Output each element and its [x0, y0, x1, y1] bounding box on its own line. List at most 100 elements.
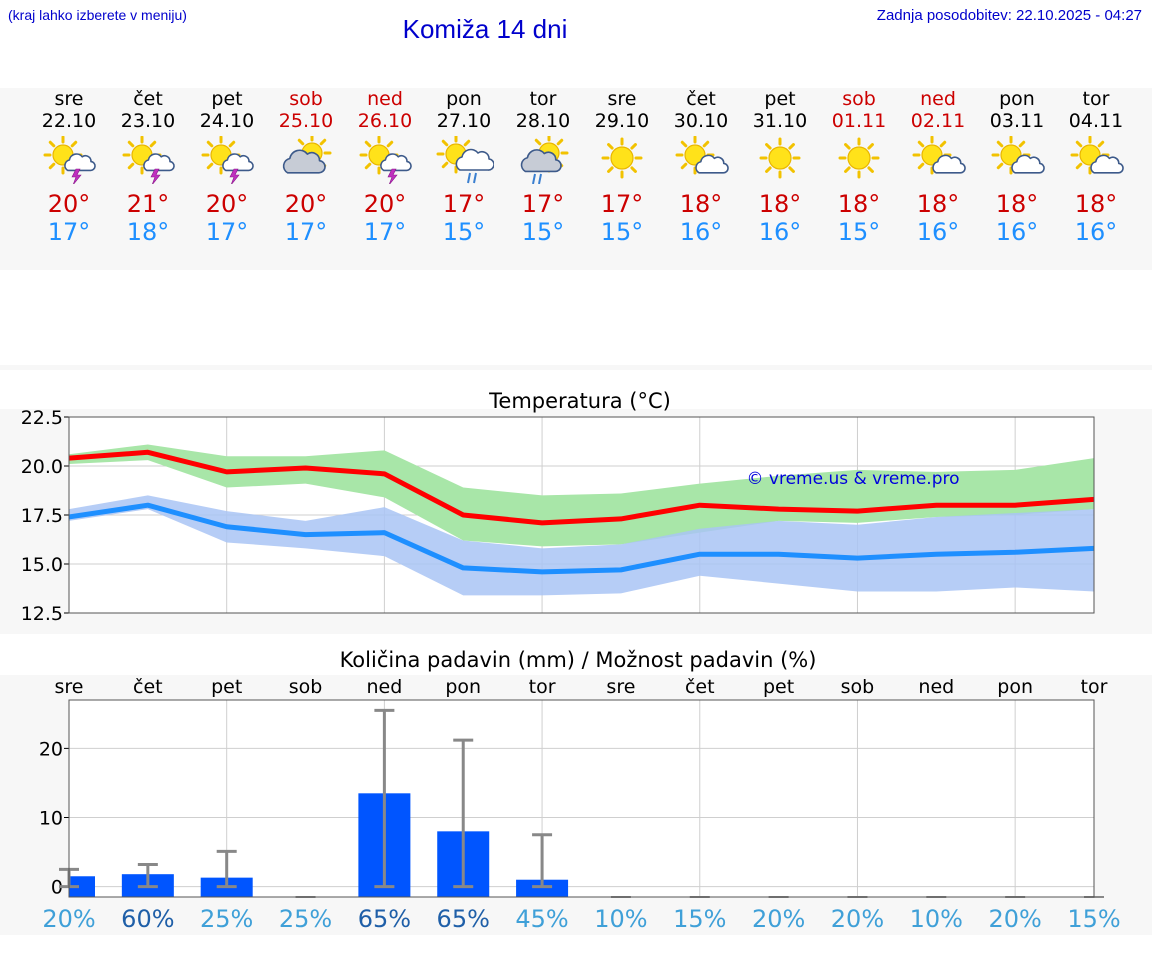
max-temperature: 18° [995, 190, 1039, 218]
plot-frame [68, 416, 1095, 614]
chart-title: Temperatura (°C) [488, 389, 671, 413]
day-name: čet [133, 88, 163, 110]
min-temperature: 15° [442, 218, 486, 246]
probability-label: 60% [121, 905, 174, 933]
day-column: čet 30.10 18° 16° [661, 88, 741, 246]
day-name: pet [211, 88, 243, 110]
sun-ray [788, 143, 795, 150]
sun-ray [1075, 140, 1083, 148]
day-date: 31.10 [752, 110, 808, 132]
icon-graphic [436, 136, 494, 184]
x-tick-label: ned [918, 676, 954, 698]
icon-graphic [520, 136, 569, 184]
y-tick-label: 12.5 [21, 603, 63, 625]
plot-area [69, 700, 1094, 897]
sun-ray [867, 143, 874, 150]
x-tick-label: sre [55, 676, 84, 698]
divider [0, 365, 1152, 370]
cloud-shape [695, 154, 729, 174]
icon-graphic [122, 136, 175, 184]
last-updated: Zadnja posodobitev: 22.10.2025 - 04:27 [876, 7, 1142, 24]
icon-graphic [912, 136, 966, 175]
sun-ray [297, 138, 305, 146]
sun-ray [319, 138, 327, 146]
sun-ray [556, 138, 564, 146]
probability-label: 15% [673, 905, 726, 933]
sun-ray [917, 162, 925, 170]
probability-label: 20% [988, 905, 1041, 933]
sun-ray [463, 139, 471, 147]
sun-disc [1079, 144, 1101, 166]
sun-cloud-storm-icon [201, 136, 254, 184]
day-date: 29.10 [594, 110, 650, 132]
sun-ray [149, 140, 157, 148]
lightning-bolt [150, 168, 161, 184]
max-temperature: 17° [600, 190, 644, 218]
sun-icon [838, 137, 880, 179]
min-temperature: 15° [600, 218, 644, 246]
min-temperature: 17° [47, 218, 91, 246]
max-temperature: 21° [126, 190, 170, 218]
sun-ray [127, 162, 135, 170]
sun-ray [702, 140, 710, 148]
day-name: sre [607, 88, 637, 110]
y-tick-label: 0 [51, 877, 63, 899]
y-tick-label: 20.0 [21, 456, 63, 478]
day-date: 03.11 [989, 110, 1045, 132]
icon-graphic [359, 136, 412, 184]
day-date: 28.10 [515, 110, 571, 132]
day-name: čet [686, 88, 716, 110]
cloud-shape [455, 148, 494, 171]
min-temperature: 17° [205, 218, 249, 246]
cloud-shape [1090, 154, 1124, 174]
x-tick-label: tor [529, 676, 556, 698]
cloud-shape [1011, 154, 1045, 174]
location-hint: (kraj lahko izberete v meniju) [8, 7, 187, 23]
sun-ray [1018, 140, 1026, 148]
day-name: pon [999, 88, 1035, 110]
icon-graphic [759, 137, 801, 179]
sun-ray [206, 162, 214, 170]
max-temperature: 17° [442, 190, 486, 218]
probability-label: 20% [752, 905, 805, 933]
sun-disc [684, 144, 706, 166]
min-temperature: 16° [916, 218, 960, 246]
max-temperature: 20° [47, 190, 91, 218]
sun-small-cloud-icon [912, 136, 966, 175]
sun-ray [364, 140, 372, 148]
precipitation-bar [69, 876, 95, 897]
sun-icon [759, 137, 801, 179]
cloud-shape [282, 149, 326, 174]
min-temperature: 15° [521, 218, 565, 246]
temperature-chart: Temperatura (°C) 12.5 15.0 17.5 20.0 22.5 © vr… [0, 389, 1152, 634]
day-name: ned [920, 88, 956, 110]
min-temperature: 17° [363, 218, 407, 246]
cloud-shape [222, 153, 254, 172]
sun-ray [996, 162, 1004, 170]
icon-graphic [1070, 136, 1124, 175]
cloud-shape [380, 153, 412, 172]
probability-label: 65% [358, 905, 411, 933]
probability-label: 65% [437, 905, 490, 933]
day-column: pon 03.11 18° 16° [977, 88, 1057, 246]
cloud-shape [64, 153, 96, 172]
min-temperature: 16° [679, 218, 723, 246]
sun-ray [630, 166, 637, 173]
day-name: sob [842, 88, 876, 110]
watermark: © vreme.us & vreme.pro [746, 469, 959, 489]
lightning-bolt [387, 168, 398, 184]
icon-graphic [201, 136, 254, 184]
sun-ray [70, 140, 78, 148]
probability-label: 20% [831, 905, 884, 933]
min-temperature: 16° [758, 218, 802, 246]
rain-drop [538, 173, 542, 184]
max-temperature: 18° [837, 190, 881, 218]
sun-disc [921, 144, 943, 166]
sun-ray [680, 140, 688, 148]
sun-ray [844, 166, 851, 173]
sun-ray [844, 143, 851, 150]
probability-label: 15% [1067, 905, 1120, 933]
probability-label: 10% [910, 905, 963, 933]
x-tick-label: pet [211, 676, 242, 698]
day-column: čet 23.10 21° 18° [108, 88, 188, 246]
